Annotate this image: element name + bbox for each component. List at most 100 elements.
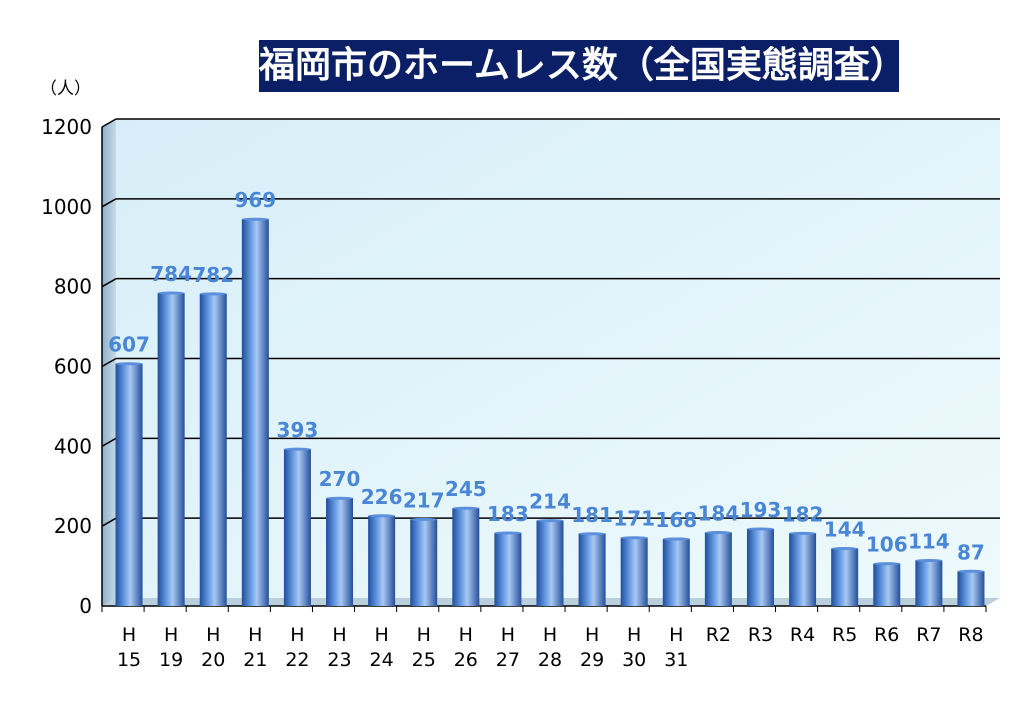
x-tick-label: H (164, 624, 178, 646)
data-label: 193 (740, 498, 782, 522)
gridline (101, 278, 117, 288)
x-tick-label: H (206, 624, 220, 646)
x-tick-label: 24 (370, 649, 394, 671)
y-tick-label: 1000 (41, 195, 92, 219)
x-tick-label: 19 (159, 649, 183, 671)
x-tick-label: H (459, 624, 473, 646)
data-label: 171 (613, 507, 655, 531)
bar (831, 548, 859, 606)
x-tick-label: H (585, 624, 599, 646)
x-tick-label: R2 (706, 624, 731, 646)
bar-top (283, 447, 311, 451)
x-tick-label: 23 (327, 649, 351, 671)
data-label: 607 (108, 333, 150, 357)
data-label: 217 (403, 488, 445, 512)
y-tick-label: 600 (54, 355, 92, 379)
y-tick-label: 0 (79, 594, 92, 618)
gridline (101, 118, 117, 128)
data-label: 182 (782, 502, 824, 526)
bar (536, 520, 564, 606)
bar (873, 563, 901, 606)
chart-title: 福岡市のホームレス数（全国実態調査） (259, 40, 906, 92)
x-tick-label: R4 (790, 624, 815, 646)
data-label: 784 (150, 262, 192, 286)
y-tick-label: 200 (54, 514, 92, 538)
bar-top (620, 536, 648, 540)
y-tick-label: 800 (54, 275, 92, 299)
x-tick-label: 27 (496, 649, 520, 671)
data-label: 782 (192, 263, 234, 287)
bar-top (789, 531, 817, 535)
x-tick-label: H (501, 624, 515, 646)
bar-top (115, 362, 143, 366)
x-tick-label: H (248, 624, 262, 646)
x-tick-label: 28 (538, 649, 562, 671)
x-tick-label: 20 (201, 649, 225, 671)
data-label: 181 (571, 503, 613, 527)
bar-top (662, 537, 690, 541)
bar-top (746, 527, 774, 531)
y-tick-label: 1200 (41, 115, 92, 139)
data-label: 144 (824, 518, 866, 542)
x-tick-label: H (374, 624, 388, 646)
x-tick-label: H (669, 624, 683, 646)
x-tick-label: R3 (748, 624, 773, 646)
gridline (101, 517, 117, 527)
bar (410, 519, 438, 606)
bar (704, 532, 732, 606)
bar (620, 537, 648, 606)
bar-top (536, 519, 564, 523)
bar-top (873, 562, 901, 566)
bar (368, 515, 396, 606)
x-tick-label: 31 (664, 649, 688, 671)
x-tick-label: 29 (580, 649, 604, 671)
x-tick-label: R7 (916, 624, 941, 646)
bar-top (704, 531, 732, 535)
data-label: 106 (866, 533, 908, 557)
data-label: 87 (957, 540, 985, 564)
data-label: 168 (655, 508, 697, 532)
bar (915, 560, 943, 606)
x-tick-label: H (122, 624, 136, 646)
x-tick-label: 21 (243, 649, 267, 671)
data-label: 270 (319, 467, 361, 491)
x-tick-label: H (543, 624, 557, 646)
bar (241, 219, 269, 606)
data-label: 184 (698, 502, 740, 526)
bar (452, 508, 480, 606)
y-axis-unit-label: （人） (40, 79, 91, 99)
x-tick-label: R8 (958, 624, 983, 646)
bar-top (957, 569, 985, 573)
bar-top (157, 291, 185, 295)
x-tick-label: 22 (285, 649, 309, 671)
bar-top (452, 506, 480, 510)
bar (957, 571, 985, 606)
x-tick-label: H (332, 624, 346, 646)
bar-top (326, 496, 354, 500)
bar (494, 532, 522, 606)
bar (746, 528, 774, 606)
bar-top (368, 514, 396, 518)
bar-top (831, 547, 859, 551)
gridline (101, 198, 117, 208)
x-tick-label: H (290, 624, 304, 646)
bar (157, 293, 185, 606)
bar (199, 293, 227, 606)
y-tick-label: 400 (54, 434, 92, 458)
bar-top (241, 217, 269, 221)
bar-top (199, 292, 227, 296)
bar-top (578, 532, 606, 536)
bar (789, 533, 817, 606)
x-tick-label: H (417, 624, 431, 646)
bar (283, 449, 311, 606)
bar-top (915, 558, 943, 562)
data-label: 183 (487, 502, 529, 526)
data-label: 226 (361, 485, 403, 509)
bar (326, 498, 354, 606)
data-label: 114 (908, 529, 950, 553)
x-tick-label: 30 (622, 649, 646, 671)
gridline (101, 437, 117, 447)
data-label: 393 (277, 418, 319, 442)
bar (115, 363, 143, 606)
